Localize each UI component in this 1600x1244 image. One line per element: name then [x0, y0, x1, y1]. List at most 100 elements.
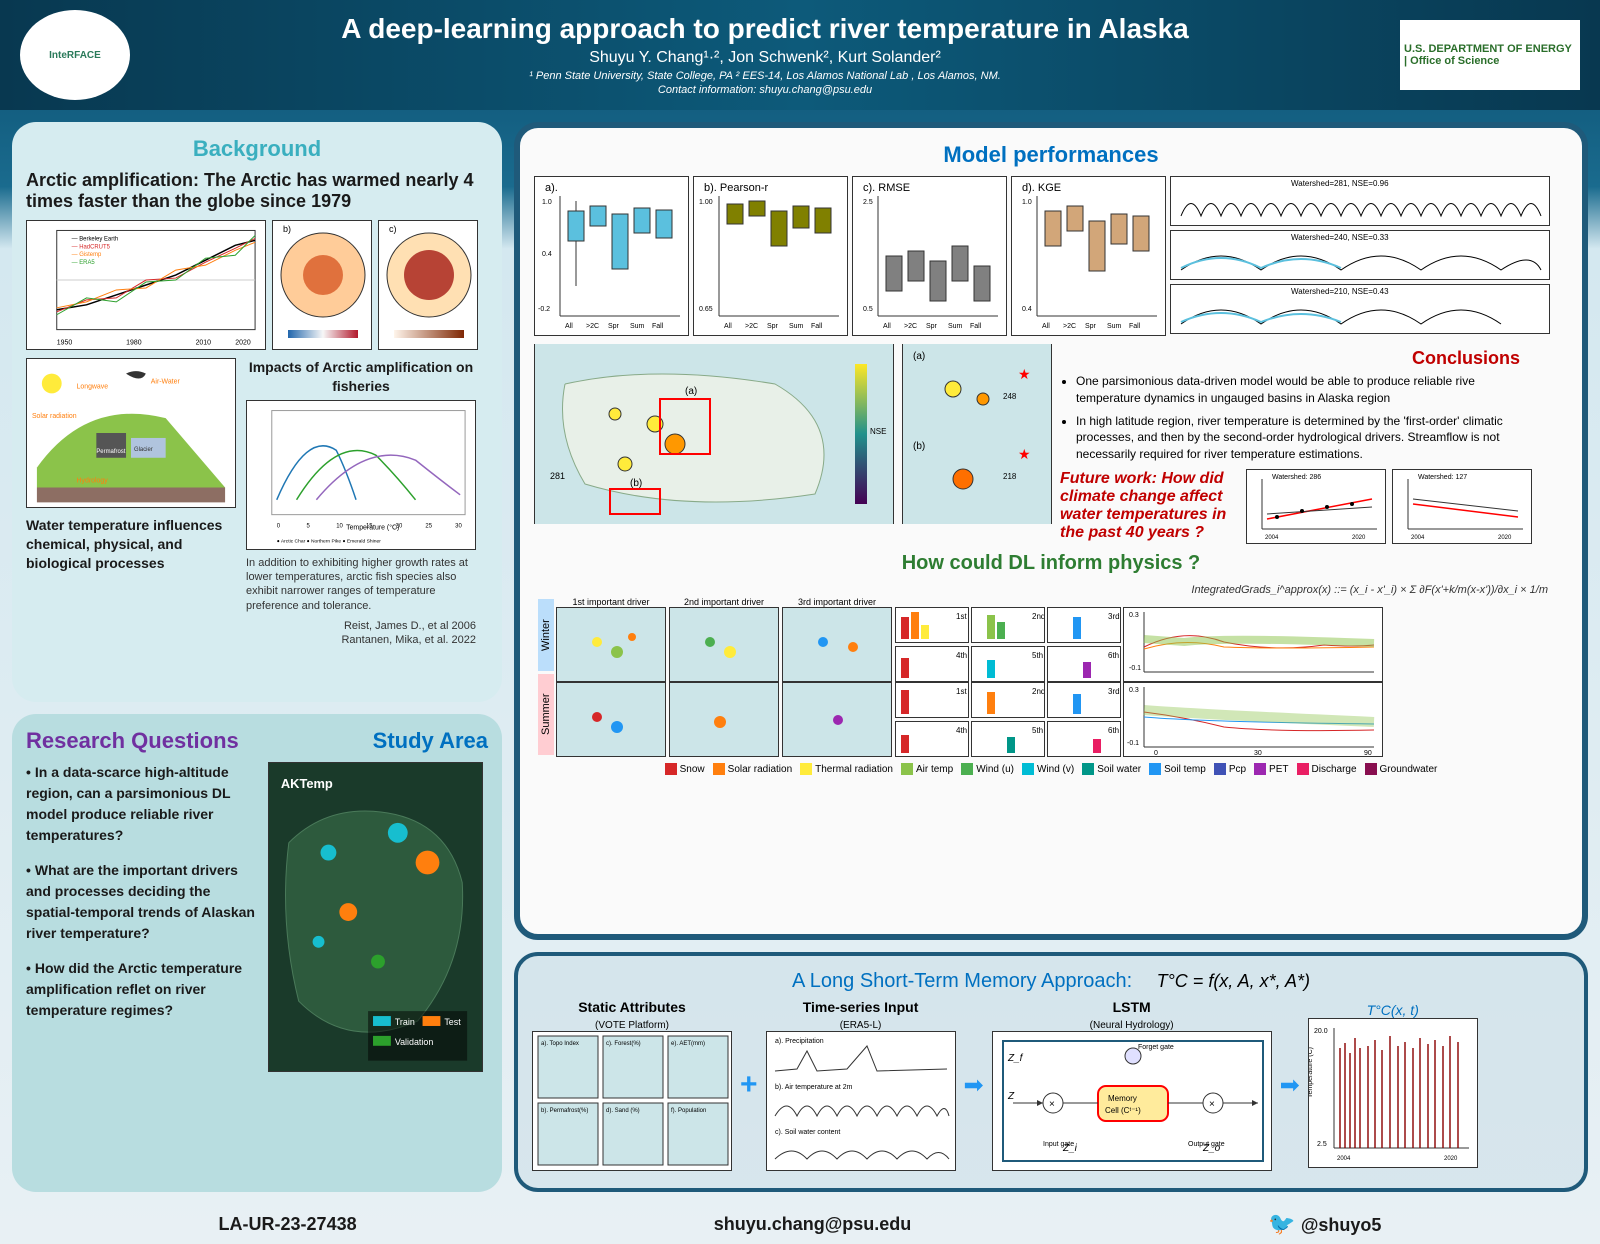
bar-w3: 3rd [1047, 682, 1121, 718]
svg-text:Validation: Validation [395, 1037, 434, 1047]
svg-text:4th: 4th [956, 726, 967, 735]
svg-text:d). Sand (%): d). Sand (%) [606, 1108, 640, 1114]
svg-text:Watershed=240, NSE=0.33: Watershed=240, NSE=0.33 [1291, 233, 1389, 242]
svg-text:0: 0 [277, 523, 281, 529]
svg-text:2.5: 2.5 [1317, 1141, 1327, 1148]
fisheries-title: Impacts of Arctic amplification on fishe… [246, 358, 476, 396]
svg-text:2020: 2020 [1352, 535, 1366, 541]
svg-text:c). RMSE: c). RMSE [863, 182, 910, 194]
svg-text:a).: a). [545, 182, 558, 194]
alaska-nse-map: (a) (b) 281 NSE [534, 344, 894, 524]
inset-maps: (a) ★248 (b) ★218 [902, 344, 1052, 524]
bar-w6: 6th [1047, 721, 1121, 757]
polar-map-b: b) [272, 220, 372, 350]
map-w2 [669, 682, 779, 757]
svg-text:All: All [1042, 323, 1050, 330]
affiliation-2: Contact information: shuyu.chang@psu.edu [341, 83, 1189, 97]
boxplot-c: c). RMSE 2.50.5 All>2CSprSumFall [852, 176, 1007, 336]
svg-text:Forget gate: Forget gate [1138, 1044, 1174, 1051]
bar-w5: 5th [971, 721, 1045, 757]
svg-text:Fall: Fall [652, 323, 664, 330]
timeseries-3: Watershed=210, NSE=0.43 [1170, 284, 1550, 334]
svg-text:281: 281 [550, 471, 565, 481]
svg-text:NSE: NSE [870, 427, 886, 436]
ts-inputs: a). Precipitation b). Air temperature at… [766, 1031, 956, 1171]
header-center: A deep-learning approach to predict rive… [341, 13, 1189, 98]
svg-text:6th: 6th [1108, 726, 1119, 735]
map-s3 [782, 607, 892, 682]
arctic-headline: Arctic amplification: The Arctic has war… [26, 170, 488, 212]
svg-text:5: 5 [306, 523, 310, 529]
svg-text:Temperature (C): Temperature (C) [1309, 1047, 1314, 1098]
svg-text:2004: 2004 [1265, 535, 1279, 541]
map-w3 [782, 682, 892, 757]
output-chart: 20.02.5 20042020 Temperature (C) [1308, 1018, 1478, 1168]
poster-footer: LA-UR-23-27438 shuyu.chang@psu.edu 🐦 @sh… [0, 1204, 1600, 1244]
affiliation-1: ¹ Penn State University, State College, … [341, 69, 1189, 83]
svg-text:0.3: 0.3 [1129, 687, 1139, 694]
timeseries-2: Watershed=240, NSE=0.33 [1170, 230, 1550, 280]
svg-text:0: 0 [1154, 750, 1158, 757]
rq-title: Research Questions [26, 728, 239, 754]
svg-text:2010: 2010 [196, 340, 212, 347]
svg-text:Air-Water: Air-Water [151, 378, 181, 385]
svg-text:Spr: Spr [1085, 323, 1097, 330]
svg-text:90: 90 [1364, 750, 1372, 757]
svg-text:3rd: 3rd [1108, 687, 1120, 696]
rq-2: What are the important drivers and proce… [26, 860, 256, 944]
static-sub: (VOTE Platform) [595, 1020, 669, 1031]
svg-text:15: 15 [366, 523, 373, 529]
ts-sub: (ERA5-L) [840, 1020, 882, 1031]
conclusions-list: One parsimonious data-driven model would… [1060, 373, 1540, 463]
svg-text:5th: 5th [1032, 651, 1043, 660]
svg-text:● Arctic Char ● Northern Pike: ● Arctic Char ● Northern Pike ● Emerald … [277, 538, 382, 544]
svg-text:c): c) [389, 224, 397, 234]
arrow-icon-1: ➡ [964, 1071, 984, 1100]
svg-text:AKTemp: AKTemp [281, 776, 333, 791]
svg-text:-0.2: -0.2 [538, 306, 550, 313]
bar-w2: 2nd [971, 682, 1045, 718]
svg-text:c). Soil water content: c). Soil water content [775, 1129, 840, 1136]
bar-w1: 1st [895, 682, 969, 718]
svg-text:— ERA5: — ERA5 [72, 260, 96, 266]
svg-text:Fall: Fall [970, 323, 982, 330]
svg-text:2nd: 2nd [1032, 687, 1044, 696]
svg-text:(a): (a) [685, 386, 697, 397]
svg-text:b). Air temperature at 2m: b). Air temperature at 2m [775, 1084, 853, 1091]
svg-text:(a): (a) [913, 351, 925, 362]
svg-text:★: ★ [1018, 446, 1031, 462]
dl-physics-title: How could DL inform physics ? [534, 552, 1568, 575]
bar-2: 2nd [971, 607, 1045, 643]
lstm-panel: A Long Short-Term Memory Approach: T°C =… [514, 952, 1588, 1192]
svg-text:Watershed=210, NSE=0.43: Watershed=210, NSE=0.43 [1291, 287, 1389, 296]
polar-map-c: c) [378, 220, 478, 350]
lstm-diagram: MemoryCell (Cᵗ⁻¹) × × Z_f Z Z_i Z_o [992, 1031, 1272, 1171]
boxplot-b: b). Pearson-r 1.000.65 All>2CSprSumFall [693, 176, 848, 336]
svg-text:0.3: 0.3 [1129, 612, 1139, 619]
map-w1 [556, 682, 666, 757]
svg-text:218: 218 [1003, 472, 1017, 481]
gradient-lines-winter: 0.3-0.1 03090 [1123, 682, 1383, 757]
rq-3: How did the Arctic temperature amplifica… [26, 958, 256, 1021]
svg-text:1.0: 1.0 [1022, 199, 1032, 206]
trend-chart-2: Watershed: 127 20042020 [1392, 469, 1532, 544]
svg-text:0.5: 0.5 [863, 306, 873, 313]
fisheries-text: In addition to exhibiting higher growth … [246, 556, 476, 613]
col-3: 3rd important driver [782, 597, 892, 607]
performance-panel: Model performances a). 1.00.4-0.2 All>2C… [514, 122, 1588, 940]
svg-text:1.00: 1.00 [699, 199, 713, 206]
lstm-formula: T°C = f(x, A, x*, A*) [1157, 971, 1310, 991]
svg-text:Sum: Sum [789, 323, 804, 330]
svg-text:Watershed: 127: Watershed: 127 [1418, 474, 1467, 481]
svg-text:>2C: >2C [1063, 323, 1076, 330]
future-work: Future work: How did climate change affe… [1060, 470, 1240, 542]
contact-email: shuyu.chang@psu.edu [714, 1214, 912, 1235]
svg-text:1950: 1950 [57, 340, 73, 347]
svg-text:248: 248 [1003, 392, 1017, 401]
svg-text:d). KGE: d). KGE [1022, 182, 1061, 194]
svg-text:Glacier: Glacier [134, 447, 153, 453]
gradient-lines-summer: 0.3-0.1 [1123, 607, 1383, 682]
svg-text:Test: Test [444, 1017, 461, 1027]
svg-text:1.0: 1.0 [542, 199, 552, 206]
bar-5: 5th [971, 646, 1045, 682]
